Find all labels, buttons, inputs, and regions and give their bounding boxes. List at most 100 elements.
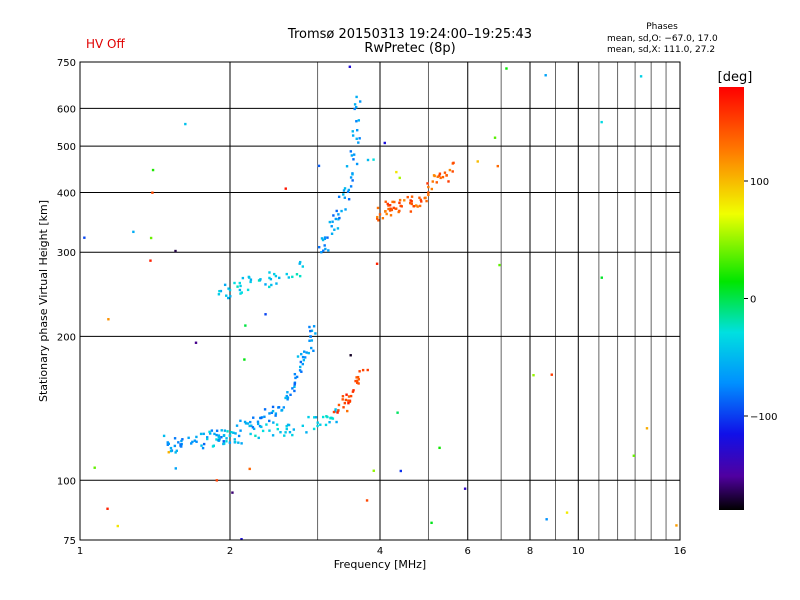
data-point xyxy=(397,210,400,214)
data-point xyxy=(286,396,290,399)
data-point xyxy=(431,180,434,183)
data-point xyxy=(107,318,110,321)
data-point xyxy=(310,329,314,332)
data-point xyxy=(343,401,347,405)
data-point xyxy=(447,180,450,183)
data-point xyxy=(298,369,302,372)
data-point xyxy=(293,382,297,385)
data-point xyxy=(345,165,349,168)
data-point xyxy=(332,410,336,414)
data-point xyxy=(239,429,242,432)
data-point xyxy=(256,422,260,426)
data-point xyxy=(291,433,294,437)
data-point xyxy=(355,381,359,384)
x-tick-labels: 1 2 4 6 8 10 16 xyxy=(77,546,687,557)
x-tick-label: 16 xyxy=(674,546,687,557)
data-point xyxy=(244,422,248,425)
data-point xyxy=(268,419,271,423)
x-tick-label: 4 xyxy=(377,546,383,557)
data-point xyxy=(600,120,603,124)
y-tick-label: 75 xyxy=(63,536,76,547)
data-point xyxy=(237,441,240,444)
data-point xyxy=(384,200,387,203)
data-point xyxy=(261,429,265,433)
data-point xyxy=(293,389,296,393)
data-point xyxy=(351,172,354,175)
data-point xyxy=(238,288,242,292)
data-point xyxy=(249,432,252,436)
data-point xyxy=(387,207,390,211)
hv-status: HV Off xyxy=(86,37,125,51)
data-point xyxy=(376,217,379,220)
data-point xyxy=(215,479,219,482)
data-point xyxy=(333,228,336,231)
data-point xyxy=(210,429,214,432)
data-point xyxy=(284,431,287,434)
data-point xyxy=(337,218,340,221)
data-point xyxy=(406,195,409,199)
data-point xyxy=(195,435,198,439)
data-point xyxy=(334,410,337,413)
data-point xyxy=(337,409,340,412)
data-point xyxy=(349,176,353,179)
data-point xyxy=(215,433,218,437)
data-point xyxy=(342,193,345,196)
y-tick-label: 200 xyxy=(57,332,76,343)
colorbar-unit-label: [deg] xyxy=(717,70,753,85)
data-point xyxy=(223,442,226,445)
data-point xyxy=(600,276,603,279)
data-point xyxy=(222,434,226,437)
data-point xyxy=(352,389,355,392)
data-point xyxy=(355,95,358,99)
data-point xyxy=(286,423,290,427)
data-point xyxy=(324,423,328,427)
data-point xyxy=(246,422,250,425)
data-point xyxy=(259,278,262,281)
data-point xyxy=(184,122,187,126)
data-point xyxy=(321,238,325,242)
data-point xyxy=(418,196,421,199)
data-point xyxy=(307,415,310,419)
data-point xyxy=(391,200,394,204)
data-point xyxy=(151,168,155,172)
data-point xyxy=(257,436,260,440)
data-point xyxy=(174,467,177,470)
data-point xyxy=(349,185,353,188)
data-point xyxy=(286,391,289,394)
data-point xyxy=(496,164,499,168)
data-point xyxy=(179,443,182,446)
data-point xyxy=(246,288,250,292)
data-point xyxy=(250,424,253,427)
data-point xyxy=(195,440,198,443)
data-point xyxy=(338,216,341,220)
data-point xyxy=(342,406,345,409)
y-tick-label: 300 xyxy=(57,248,76,259)
data-point xyxy=(322,249,325,252)
data-point xyxy=(355,105,358,109)
data-point xyxy=(295,273,299,276)
data-point xyxy=(375,262,379,265)
data-point xyxy=(298,260,302,264)
data-point xyxy=(187,436,190,440)
data-point xyxy=(287,276,291,279)
data-point xyxy=(265,423,268,426)
data-point xyxy=(312,325,316,328)
data-point xyxy=(675,524,678,527)
data-point xyxy=(334,408,337,411)
data-point xyxy=(498,263,501,267)
data-point xyxy=(268,412,271,415)
data-point xyxy=(289,393,292,397)
data-point xyxy=(335,209,338,213)
data-point xyxy=(217,293,221,296)
data-point xyxy=(356,375,360,379)
data-point xyxy=(645,427,649,430)
data-point xyxy=(435,181,438,184)
data-point xyxy=(337,213,340,216)
data-point xyxy=(116,524,119,528)
data-point xyxy=(545,518,548,521)
data-point xyxy=(258,424,262,428)
data-point xyxy=(347,198,351,201)
data-point xyxy=(352,153,356,156)
data-point xyxy=(352,158,355,161)
data-point xyxy=(398,198,402,202)
